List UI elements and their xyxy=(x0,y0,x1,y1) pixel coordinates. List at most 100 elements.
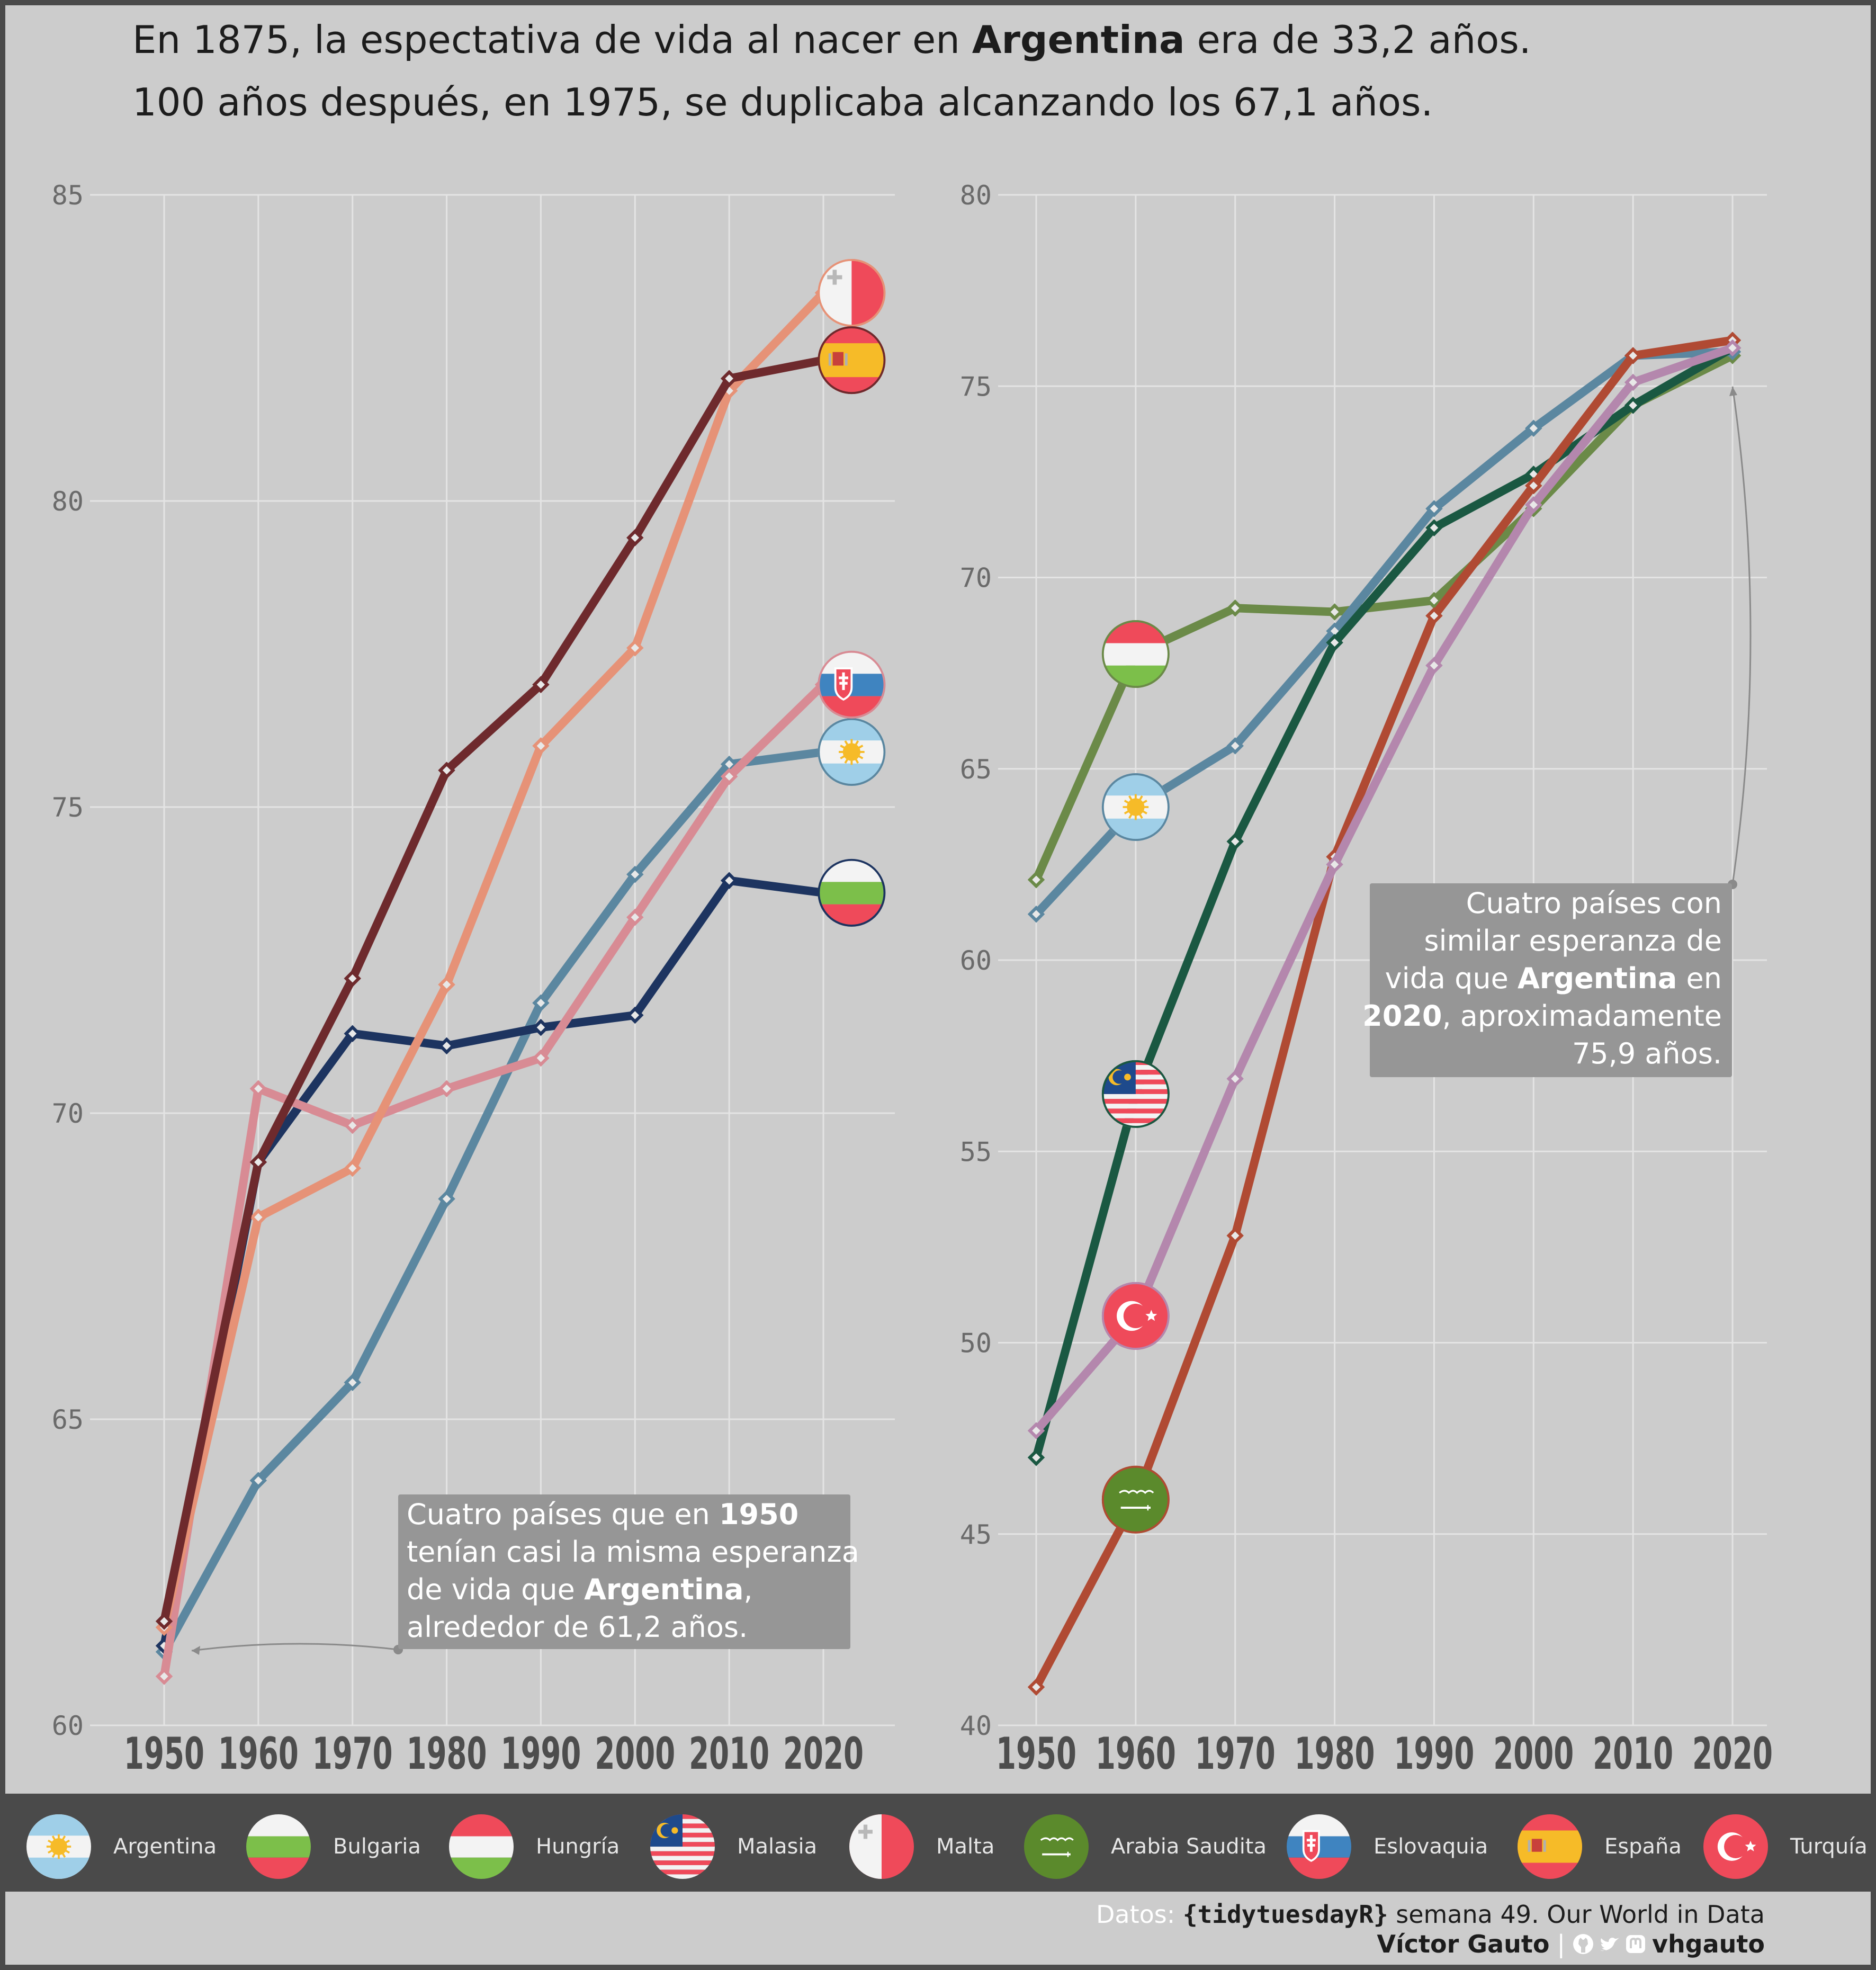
malta-flag-icon xyxy=(849,1814,914,1879)
data-point xyxy=(1226,599,1244,617)
legend-label: Eslovaquia xyxy=(1374,1834,1488,1859)
data-point xyxy=(1525,419,1542,437)
x-tick-label: 1990 xyxy=(500,1728,581,1779)
x-tick-label: 1980 xyxy=(1295,1728,1375,1779)
social-icons xyxy=(1573,1934,1645,1954)
data-point xyxy=(1326,603,1343,621)
y-tick-label: 45 xyxy=(960,1519,992,1550)
data-point xyxy=(1525,496,1542,514)
y-tick-label: 65 xyxy=(960,754,992,785)
data-point xyxy=(249,1208,267,1226)
x-axis: 1950 1960 1970 1980 1990 2000 2010 2020 xyxy=(124,1728,864,1779)
eslovaquia-flag-icon xyxy=(1287,1814,1351,1879)
data-point xyxy=(1027,1449,1045,1466)
footer: Datos: {tidytuesdayR} semana 49. Our Wor… xyxy=(5,1892,1871,1965)
series-line xyxy=(1032,344,1737,1435)
y-tick-label: 55 xyxy=(960,1136,992,1167)
data-point xyxy=(344,1374,361,1391)
annotation-text: Cuatro países con xyxy=(1466,886,1722,920)
annotation-text: alrededor de 61,2 años. xyxy=(407,1610,748,1644)
data-point xyxy=(1226,1070,1244,1088)
series-line xyxy=(160,748,828,1656)
legend-label: Bulgaria xyxy=(333,1834,421,1859)
data-point xyxy=(1724,339,1742,357)
bulgaria-flag-icon xyxy=(246,1814,311,1879)
annotation-text: vida que Argentina en xyxy=(1385,962,1722,995)
series-line xyxy=(1032,344,1737,1462)
author-name: Víctor Gauto xyxy=(1377,1930,1550,1958)
x-tick-label: 1960 xyxy=(218,1728,299,1779)
charts-canvas: 60 65 70 75 80 85 1950 1960 1970 1980 1990 2000 2010… xyxy=(52,180,1773,1779)
y-tick-label: 85 xyxy=(52,180,84,211)
argentina-flag-icon xyxy=(818,718,886,786)
annotation-text: similar esperanza de xyxy=(1424,924,1722,957)
argentina-flag-icon xyxy=(26,1814,91,1879)
legend-label: España xyxy=(1604,1834,1682,1859)
legend-label: Argentina xyxy=(113,1834,217,1859)
data-point xyxy=(1425,657,1443,674)
y-axis: 60 65 70 75 80 85 xyxy=(52,180,84,1741)
y-tick-label: 70 xyxy=(960,563,992,594)
legend-item-espana: España xyxy=(1518,1814,1682,1879)
eslovaquia-flag-icon xyxy=(818,650,886,719)
legend-item-malasia: Malasia xyxy=(650,1814,818,1879)
malta-flag-icon xyxy=(818,258,886,327)
data-point xyxy=(626,1006,644,1024)
github-icon xyxy=(1573,1934,1593,1954)
separator: | xyxy=(1557,1930,1565,1958)
annotation: Cuatro países que en 1950 tenían casi la … xyxy=(191,1494,859,1655)
x-tick-label: 1950 xyxy=(996,1728,1076,1779)
data-point xyxy=(1425,592,1443,610)
data-point xyxy=(532,737,550,755)
series-line xyxy=(160,289,828,1632)
series-line xyxy=(160,680,828,1681)
x-tick-label: 1950 xyxy=(124,1728,204,1779)
series-eslovaquia xyxy=(155,676,832,1685)
annotation-text: de vida que Argentina, xyxy=(407,1573,753,1606)
y-tick-label: 80 xyxy=(960,180,992,211)
y-tick-label: 60 xyxy=(52,1711,84,1741)
arrow-head xyxy=(192,1646,200,1655)
twitter-icon xyxy=(1600,1938,1619,1951)
data-point xyxy=(1425,500,1443,517)
legend-item-bulgaria: Bulgaria xyxy=(246,1814,421,1879)
data-point xyxy=(626,639,644,657)
legend-label: Malasia xyxy=(737,1834,818,1859)
author-handle: vhgauto xyxy=(1651,1930,1765,1958)
data-point xyxy=(1027,906,1045,923)
series-arabia xyxy=(1027,332,1742,1696)
y-tick-label: 70 xyxy=(52,1098,84,1129)
data-point xyxy=(1027,1422,1045,1439)
legend-item-turquia: Turquía xyxy=(1703,1814,1868,1879)
data-point xyxy=(1624,347,1642,364)
hungria-flag-icon xyxy=(1101,620,1170,688)
data-point xyxy=(1326,634,1343,651)
author-credit: Víctor Gauto | vhgauto xyxy=(1377,1930,1765,1958)
y-tick-label: 80 xyxy=(52,486,84,517)
x-tick-label: 1980 xyxy=(407,1728,487,1779)
malasia-flag-icon xyxy=(650,1814,715,1879)
turquia-flag-icon xyxy=(1101,1282,1170,1350)
data-point xyxy=(532,676,550,694)
x-tick-label: 1990 xyxy=(1394,1728,1474,1779)
left-line-chart: 60 65 70 75 80 85 1950 1960 1970 1980 1990 2000 2010… xyxy=(52,180,895,1779)
x-tick-label: 1970 xyxy=(312,1728,393,1779)
chart-title: En 1875, la espectativa de vida al nacer… xyxy=(132,17,1531,124)
data-point xyxy=(626,908,644,926)
series-line xyxy=(160,356,828,1626)
y-tick-label: 50 xyxy=(960,1328,992,1359)
x-tick-label: 1960 xyxy=(1096,1728,1176,1779)
legend-item-malta: Malta xyxy=(849,1814,995,1879)
x-tick-label: 2000 xyxy=(1493,1728,1574,1779)
x-axis: 1950 1960 1970 1980 1990 2000 2010 2020 xyxy=(996,1728,1773,1779)
x-tick-label: 2020 xyxy=(1692,1728,1773,1779)
data-point xyxy=(438,1190,455,1208)
legend-label: Malta xyxy=(936,1834,995,1859)
data-point xyxy=(438,975,455,993)
arabia-flag-icon xyxy=(1024,1814,1089,1879)
y-tick-label: 40 xyxy=(960,1711,992,1741)
legend-item-eslovaquia: Eslovaquia xyxy=(1287,1814,1488,1879)
data-point xyxy=(1425,607,1443,624)
data-point xyxy=(249,1080,267,1098)
turquia-flag-icon xyxy=(1703,1814,1768,1879)
